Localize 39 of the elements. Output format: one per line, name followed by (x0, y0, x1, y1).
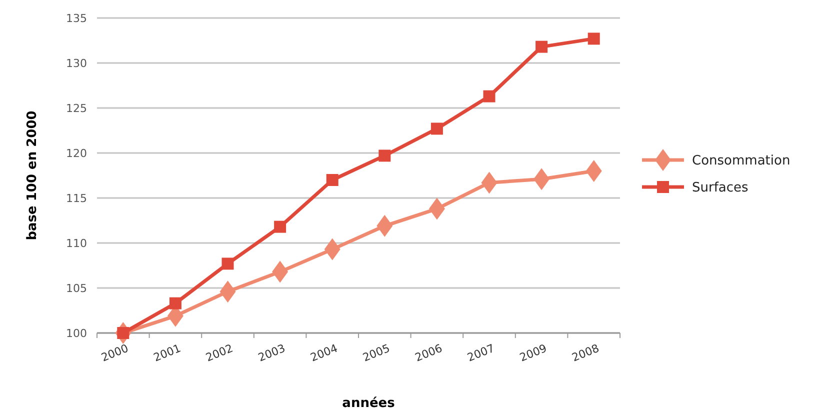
point (274, 220, 286, 233)
x-tick-label: 2009 (518, 342, 549, 364)
x-axis-title: années (342, 396, 396, 411)
point (376, 214, 393, 237)
y-axis-title: base 100 en 2000 (25, 110, 40, 240)
point (222, 258, 234, 270)
x-tick-label: 2002 (204, 342, 235, 364)
point (169, 297, 182, 310)
point (430, 122, 443, 135)
y-tick-label: 105 (66, 282, 87, 295)
point (534, 168, 550, 190)
y-tick-label: 120 (66, 146, 87, 160)
y-tick-label: 135 (66, 12, 87, 25)
point (588, 32, 600, 45)
point (272, 260, 288, 283)
y-tick-label: 125 (66, 102, 87, 115)
y-tick-label: 100 (66, 326, 87, 340)
x-tick-label: 2006 (413, 342, 444, 364)
point (586, 160, 602, 182)
x-tick-label: 2003 (256, 342, 288, 364)
x-tick-label: 2007 (466, 342, 496, 364)
x-tick-label: 2004 (308, 342, 340, 364)
legend-label: Consommation (692, 154, 790, 169)
point (481, 172, 498, 194)
x-tick-label: 2005 (360, 342, 392, 364)
x-tick-label: 2001 (152, 342, 183, 364)
y-tick-label: 130 (66, 56, 87, 70)
x-tick-label: 2008 (570, 342, 601, 364)
point (326, 174, 338, 186)
x-tick-label: 2000 (99, 342, 130, 364)
point (378, 150, 391, 162)
point (428, 198, 445, 220)
point (536, 40, 548, 53)
point (324, 238, 340, 260)
legend-label: Surfaces (692, 180, 749, 196)
y-tick-label: 110 (66, 236, 87, 250)
point (220, 280, 236, 303)
point (483, 90, 496, 102)
y-tick-label: 115 (66, 192, 87, 205)
